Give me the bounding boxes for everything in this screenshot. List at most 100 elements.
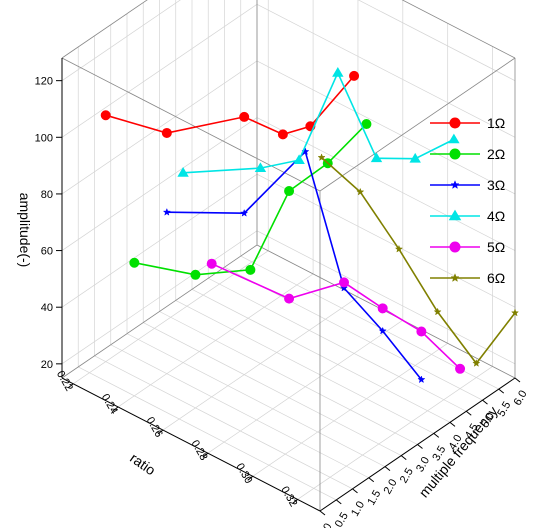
grid-line [143, 322, 402, 456]
grid-line [208, 277, 467, 412]
grid-line [78, 366, 337, 501]
data-point [349, 70, 360, 81]
y-tick-label: 3.0 [414, 455, 432, 474]
legend-item: 1Ω [430, 115, 505, 131]
y-tick [449, 421, 456, 427]
legend-item: 5Ω [430, 239, 505, 255]
y-tick-label: 2.0 [382, 477, 400, 496]
x-tick-label: 0.32 [278, 484, 299, 509]
y-tick [368, 477, 375, 483]
grid-line [110, 344, 369, 479]
data-point [510, 308, 520, 317]
y-tick [465, 410, 472, 416]
grid-line [191, 289, 451, 423]
data-point [455, 363, 466, 374]
series-line [321, 156, 516, 365]
legend-item: 4Ω [430, 208, 505, 224]
series-1 [100, 70, 360, 140]
series-6 [317, 153, 520, 367]
data-point [378, 326, 387, 335]
y-tick [384, 466, 391, 472]
legend-item: 2Ω [430, 146, 505, 162]
grid-line [126, 333, 386, 467]
data-point [332, 67, 344, 77]
data-point [339, 277, 350, 288]
data-point [433, 307, 442, 316]
x-tick-label: 0.24 [99, 392, 120, 417]
data-point [100, 110, 111, 121]
y-tick [335, 499, 342, 505]
series-line [134, 123, 367, 276]
data-point [361, 119, 372, 130]
frame-edge [61, 0, 148, 59]
y-tick [498, 388, 505, 394]
z-axis-title: amplitude(-) [17, 193, 33, 268]
data-point [284, 186, 295, 197]
grid-line [61, 60, 258, 195]
y-tick [514, 377, 521, 383]
x-tick [292, 499, 298, 504]
grid-line [61, 0, 181, 81]
z-tick-label: 120 [35, 76, 53, 88]
x-tick-label: 0.22 [54, 369, 75, 394]
data-point [254, 162, 267, 173]
frame-edge [61, 57, 321, 192]
legend-label: 4Ω [487, 208, 505, 224]
data-point [448, 133, 460, 144]
y-tick [433, 433, 440, 438]
data-point [284, 293, 295, 304]
grid-layer [61, 0, 516, 512]
z-tick-label: 40 [41, 302, 53, 314]
grid-line [175, 300, 434, 434]
data-point [417, 375, 426, 384]
y-tick-label: 0.0 [317, 522, 335, 528]
grid-line [256, 60, 516, 195]
y-tick-label: 6.0 [512, 389, 530, 408]
z-tick-label: 20 [41, 359, 53, 371]
legend-marker [448, 209, 462, 221]
frame-edge [61, 244, 258, 379]
data-point [240, 208, 249, 217]
x-tick [157, 429, 164, 435]
y-tick [417, 444, 423, 449]
legend-label: 1Ω [487, 115, 505, 131]
frame-edge [319, 57, 516, 192]
legend-label: 5Ω [487, 239, 505, 255]
frame-layer [61, 0, 516, 512]
data-point [177, 167, 189, 177]
legend-item: 6Ω [430, 270, 505, 286]
data-point [472, 359, 481, 367]
data-point [206, 258, 217, 269]
frame-edge [401, 0, 516, 59]
y-tick [319, 510, 326, 516]
y-tick-label: 1.0 [349, 499, 367, 518]
data-point [129, 257, 140, 268]
x-tick-label: 0.30 [233, 461, 254, 486]
legend-marker [450, 180, 460, 189]
data-point [317, 153, 326, 162]
x-tick [202, 452, 209, 458]
data-point [356, 187, 365, 196]
data-point [277, 129, 288, 140]
x-tick [67, 383, 74, 389]
grid-line [61, 173, 258, 308]
x-tick [247, 475, 254, 481]
legend-label: 6Ω [487, 270, 505, 286]
x-tick-label: 0.28 [189, 438, 210, 463]
y-tick-label: 2.5 [398, 466, 416, 485]
legend-item: 3Ω [430, 177, 505, 193]
legend-label: 3Ω [487, 177, 505, 193]
series-2 [129, 119, 372, 280]
grid-line [61, 4, 258, 138]
series-4 [177, 67, 460, 177]
data-point [377, 303, 388, 314]
y-tick-label: 1.5 [365, 488, 383, 507]
z-tick-label: 60 [41, 246, 53, 258]
data-point [394, 244, 404, 253]
series-3 [162, 147, 426, 384]
data-point [162, 207, 171, 216]
series-line [166, 150, 423, 381]
grid-line [357, 0, 516, 81]
